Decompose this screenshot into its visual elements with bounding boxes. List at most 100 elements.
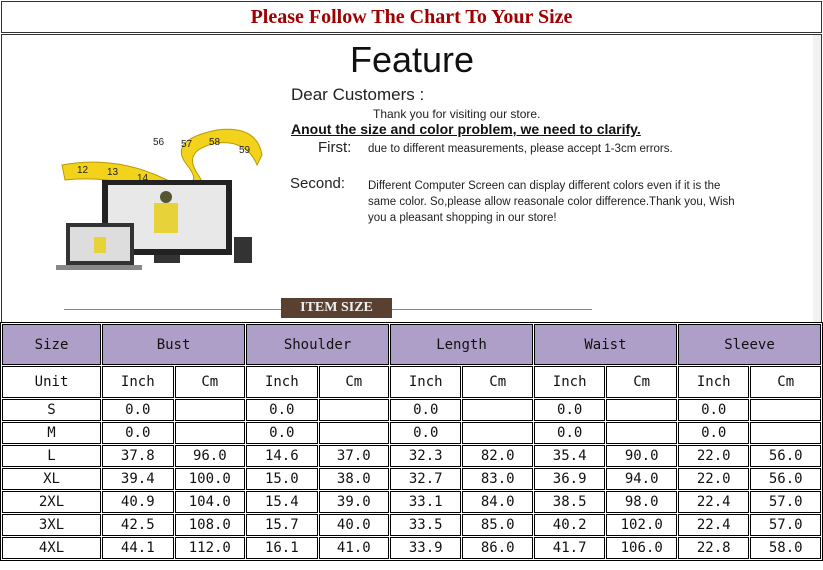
item-size-banner: ITEM SIZE xyxy=(281,298,392,318)
clarify-heading: Anout the size and color problem, we nee… xyxy=(291,121,641,137)
tape-number: 56 xyxy=(153,137,165,148)
value-cell: 39.0 xyxy=(318,491,390,513)
size-cell: 3XL xyxy=(2,514,102,536)
value-cell: 14.6 xyxy=(246,445,318,467)
value-cell: 41.0 xyxy=(318,537,390,559)
table-row: M 0.0 0.0 0.0 0.0 0.0 xyxy=(2,422,821,444)
first-text: due to different measurements, please ac… xyxy=(368,143,673,155)
tape-number: 58 xyxy=(209,137,221,148)
value-cell: 100.0 xyxy=(174,468,246,490)
value-cell: 22.4 xyxy=(677,491,750,513)
value-cell: 15.7 xyxy=(246,514,318,536)
value-cell: 57.0 xyxy=(750,491,821,513)
value-cell: 106.0 xyxy=(606,537,677,559)
value-cell: 57.0 xyxy=(750,514,821,536)
column-header: Sleeve xyxy=(677,324,821,365)
value-cell: 104.0 xyxy=(174,491,246,513)
value-cell: 85.0 xyxy=(462,514,533,536)
value-cell: 32.7 xyxy=(390,468,462,490)
scrollbar[interactable] xyxy=(813,35,821,322)
value-cell: 33.9 xyxy=(390,537,462,559)
value-cell: 37.8 xyxy=(102,445,174,467)
table-row: L 37.8 96.0 14.6 37.0 32.3 82.0 35.4 90.0 22.0 56.… xyxy=(2,445,821,467)
value-cell: 58.0 xyxy=(750,537,821,559)
value-cell: 94.0 xyxy=(606,468,677,490)
value-cell: 39.4 xyxy=(102,468,174,490)
unit-cell: Cm xyxy=(462,366,533,398)
value-cell: 32.3 xyxy=(390,445,462,467)
table-row: 3XL 42.5 108.0 15.7 40.0 33.5 85.0 40.2 102.0 22.… xyxy=(2,514,821,536)
value-cell: 16.1 xyxy=(246,537,318,559)
value-cell: 33.5 xyxy=(390,514,462,536)
value-cell: 0.0 xyxy=(246,399,318,421)
unit-cell: Cm xyxy=(606,366,677,398)
value-cell: 102.0 xyxy=(606,514,677,536)
value-cell: 90.0 xyxy=(606,445,677,467)
value-cell: 40.0 xyxy=(318,514,390,536)
tape-number: 12 xyxy=(77,165,89,176)
size-chart-table: Size Bust Shoulder Length Waist Sleeve Unit Inc… xyxy=(0,322,823,561)
value-cell: 0.0 xyxy=(390,399,462,421)
feature-heading: Feature xyxy=(350,39,475,80)
value-cell: 108.0 xyxy=(174,514,246,536)
unit-cell: Cm xyxy=(174,366,246,398)
header-row: Size Bust Shoulder Length Waist Sleeve xyxy=(2,324,821,365)
unit-row: Unit Inch Cm Inch Cm Inch Cm Inch Cm Inch Cm xyxy=(2,366,821,398)
column-header: Shoulder xyxy=(246,324,390,365)
unit-cell: Unit xyxy=(2,366,102,398)
value-cell: 38.0 xyxy=(318,468,390,490)
value-cell xyxy=(606,399,677,421)
unit-cell: Cm xyxy=(750,366,821,398)
value-cell: 37.0 xyxy=(318,445,390,467)
value-cell: 0.0 xyxy=(677,399,750,421)
value-cell: 15.0 xyxy=(246,468,318,490)
value-cell: 82.0 xyxy=(462,445,533,467)
computer-monitor-icon xyxy=(56,180,252,270)
value-cell: 40.9 xyxy=(102,491,174,513)
value-cell xyxy=(750,422,821,444)
value-cell: 42.5 xyxy=(102,514,174,536)
tape-number: 13 xyxy=(107,167,119,178)
value-cell: 0.0 xyxy=(677,422,750,444)
value-cell xyxy=(750,399,821,421)
tape-number: 14 xyxy=(137,173,149,184)
value-cell: 22.8 xyxy=(677,537,750,559)
tape-number: 59 xyxy=(239,145,251,156)
value-cell: 22.0 xyxy=(677,468,750,490)
value-cell: 15.4 xyxy=(246,491,318,513)
value-cell: 33.1 xyxy=(390,491,462,513)
unit-cell: Inch xyxy=(533,366,606,398)
value-cell: 41.7 xyxy=(533,537,606,559)
column-header: Waist xyxy=(533,324,677,365)
value-cell: 36.9 xyxy=(533,468,606,490)
value-cell xyxy=(462,399,533,421)
value-cell xyxy=(318,422,390,444)
value-cell: 0.0 xyxy=(533,422,606,444)
second-text: Different Computer Screen can display di… xyxy=(368,180,735,224)
column-header: Bust xyxy=(102,324,246,365)
value-cell: 98.0 xyxy=(606,491,677,513)
tape-number: 57 xyxy=(181,139,193,150)
size-cell: 4XL xyxy=(2,537,102,559)
value-cell xyxy=(174,422,246,444)
value-cell: 56.0 xyxy=(750,445,821,467)
value-cell xyxy=(318,399,390,421)
table-row: 4XL 44.1 112.0 16.1 41.0 33.9 86.0 41.7 106.0 22.… xyxy=(2,537,821,559)
value-cell: 0.0 xyxy=(102,399,174,421)
value-cell: 56.0 xyxy=(750,468,821,490)
value-cell: 96.0 xyxy=(174,445,246,467)
column-header: Size xyxy=(2,324,102,365)
value-cell: 35.4 xyxy=(533,445,606,467)
unit-cell: Inch xyxy=(390,366,462,398)
thanks-text: Thank you for visiting our store. xyxy=(373,107,541,121)
value-cell: 0.0 xyxy=(533,399,606,421)
table-row: 2XL 40.9 104.0 15.4 39.0 33.1 84.0 38.5 98.0 22.4… xyxy=(2,491,821,513)
value-cell: 44.1 xyxy=(102,537,174,559)
feature-panel: 12 13 14 15 56 57 58 59 Feature Dear Cus… xyxy=(1,34,822,323)
size-cell: M xyxy=(2,422,102,444)
value-cell xyxy=(462,422,533,444)
unit-cell: Inch xyxy=(246,366,318,398)
value-cell: 86.0 xyxy=(462,537,533,559)
value-cell: 112.0 xyxy=(174,537,246,559)
value-cell: 84.0 xyxy=(462,491,533,513)
